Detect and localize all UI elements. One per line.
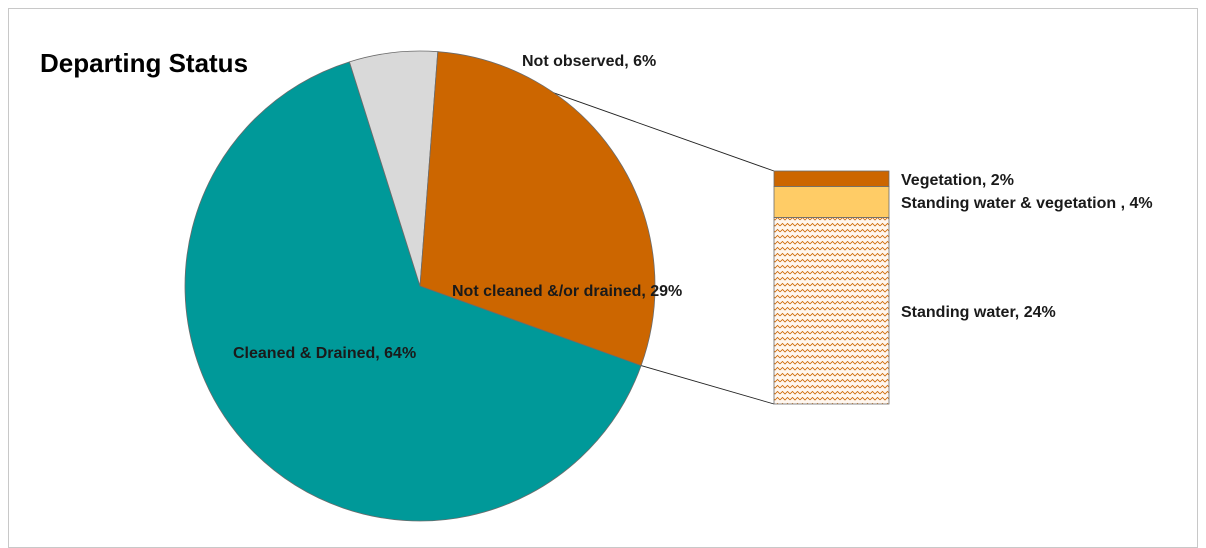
data-labels: Cleaned & Drained, 64% Not observed, 6% No… — [233, 53, 1153, 362]
bar-segment-vegetation — [773, 170, 890, 187]
pie-slice-cleaned-drained — [184, 61, 642, 522]
bar-segment-standing-water — [773, 217, 890, 405]
label-standing-water: Standing water, 24% — [901, 304, 1056, 321]
breakdown-bar — [773, 170, 890, 405]
chart-title: Departing Status — [40, 48, 248, 78]
label-cleaned-drained: Cleaned & Drained, 64% — [233, 345, 416, 362]
label-standing-water-vegetation: Standing water & vegetation , 4% — [901, 195, 1153, 212]
pie-slice-not-cleaned — [419, 51, 656, 367]
label-not-observed: Not observed, 6% — [522, 53, 656, 70]
label-not-cleaned: Not cleaned &/or drained, 29% — [452, 283, 682, 300]
bar-segment-standing-water-vegetation — [773, 186, 890, 219]
label-vegetation: Vegetation, 2% — [901, 172, 1014, 189]
pie — [184, 50, 656, 522]
connector-line-bottom — [640, 365, 775, 405]
bar-of-pie-chart: Cleaned & Drained, 64% Not observed, 6% No… — [40, 48, 1153, 522]
